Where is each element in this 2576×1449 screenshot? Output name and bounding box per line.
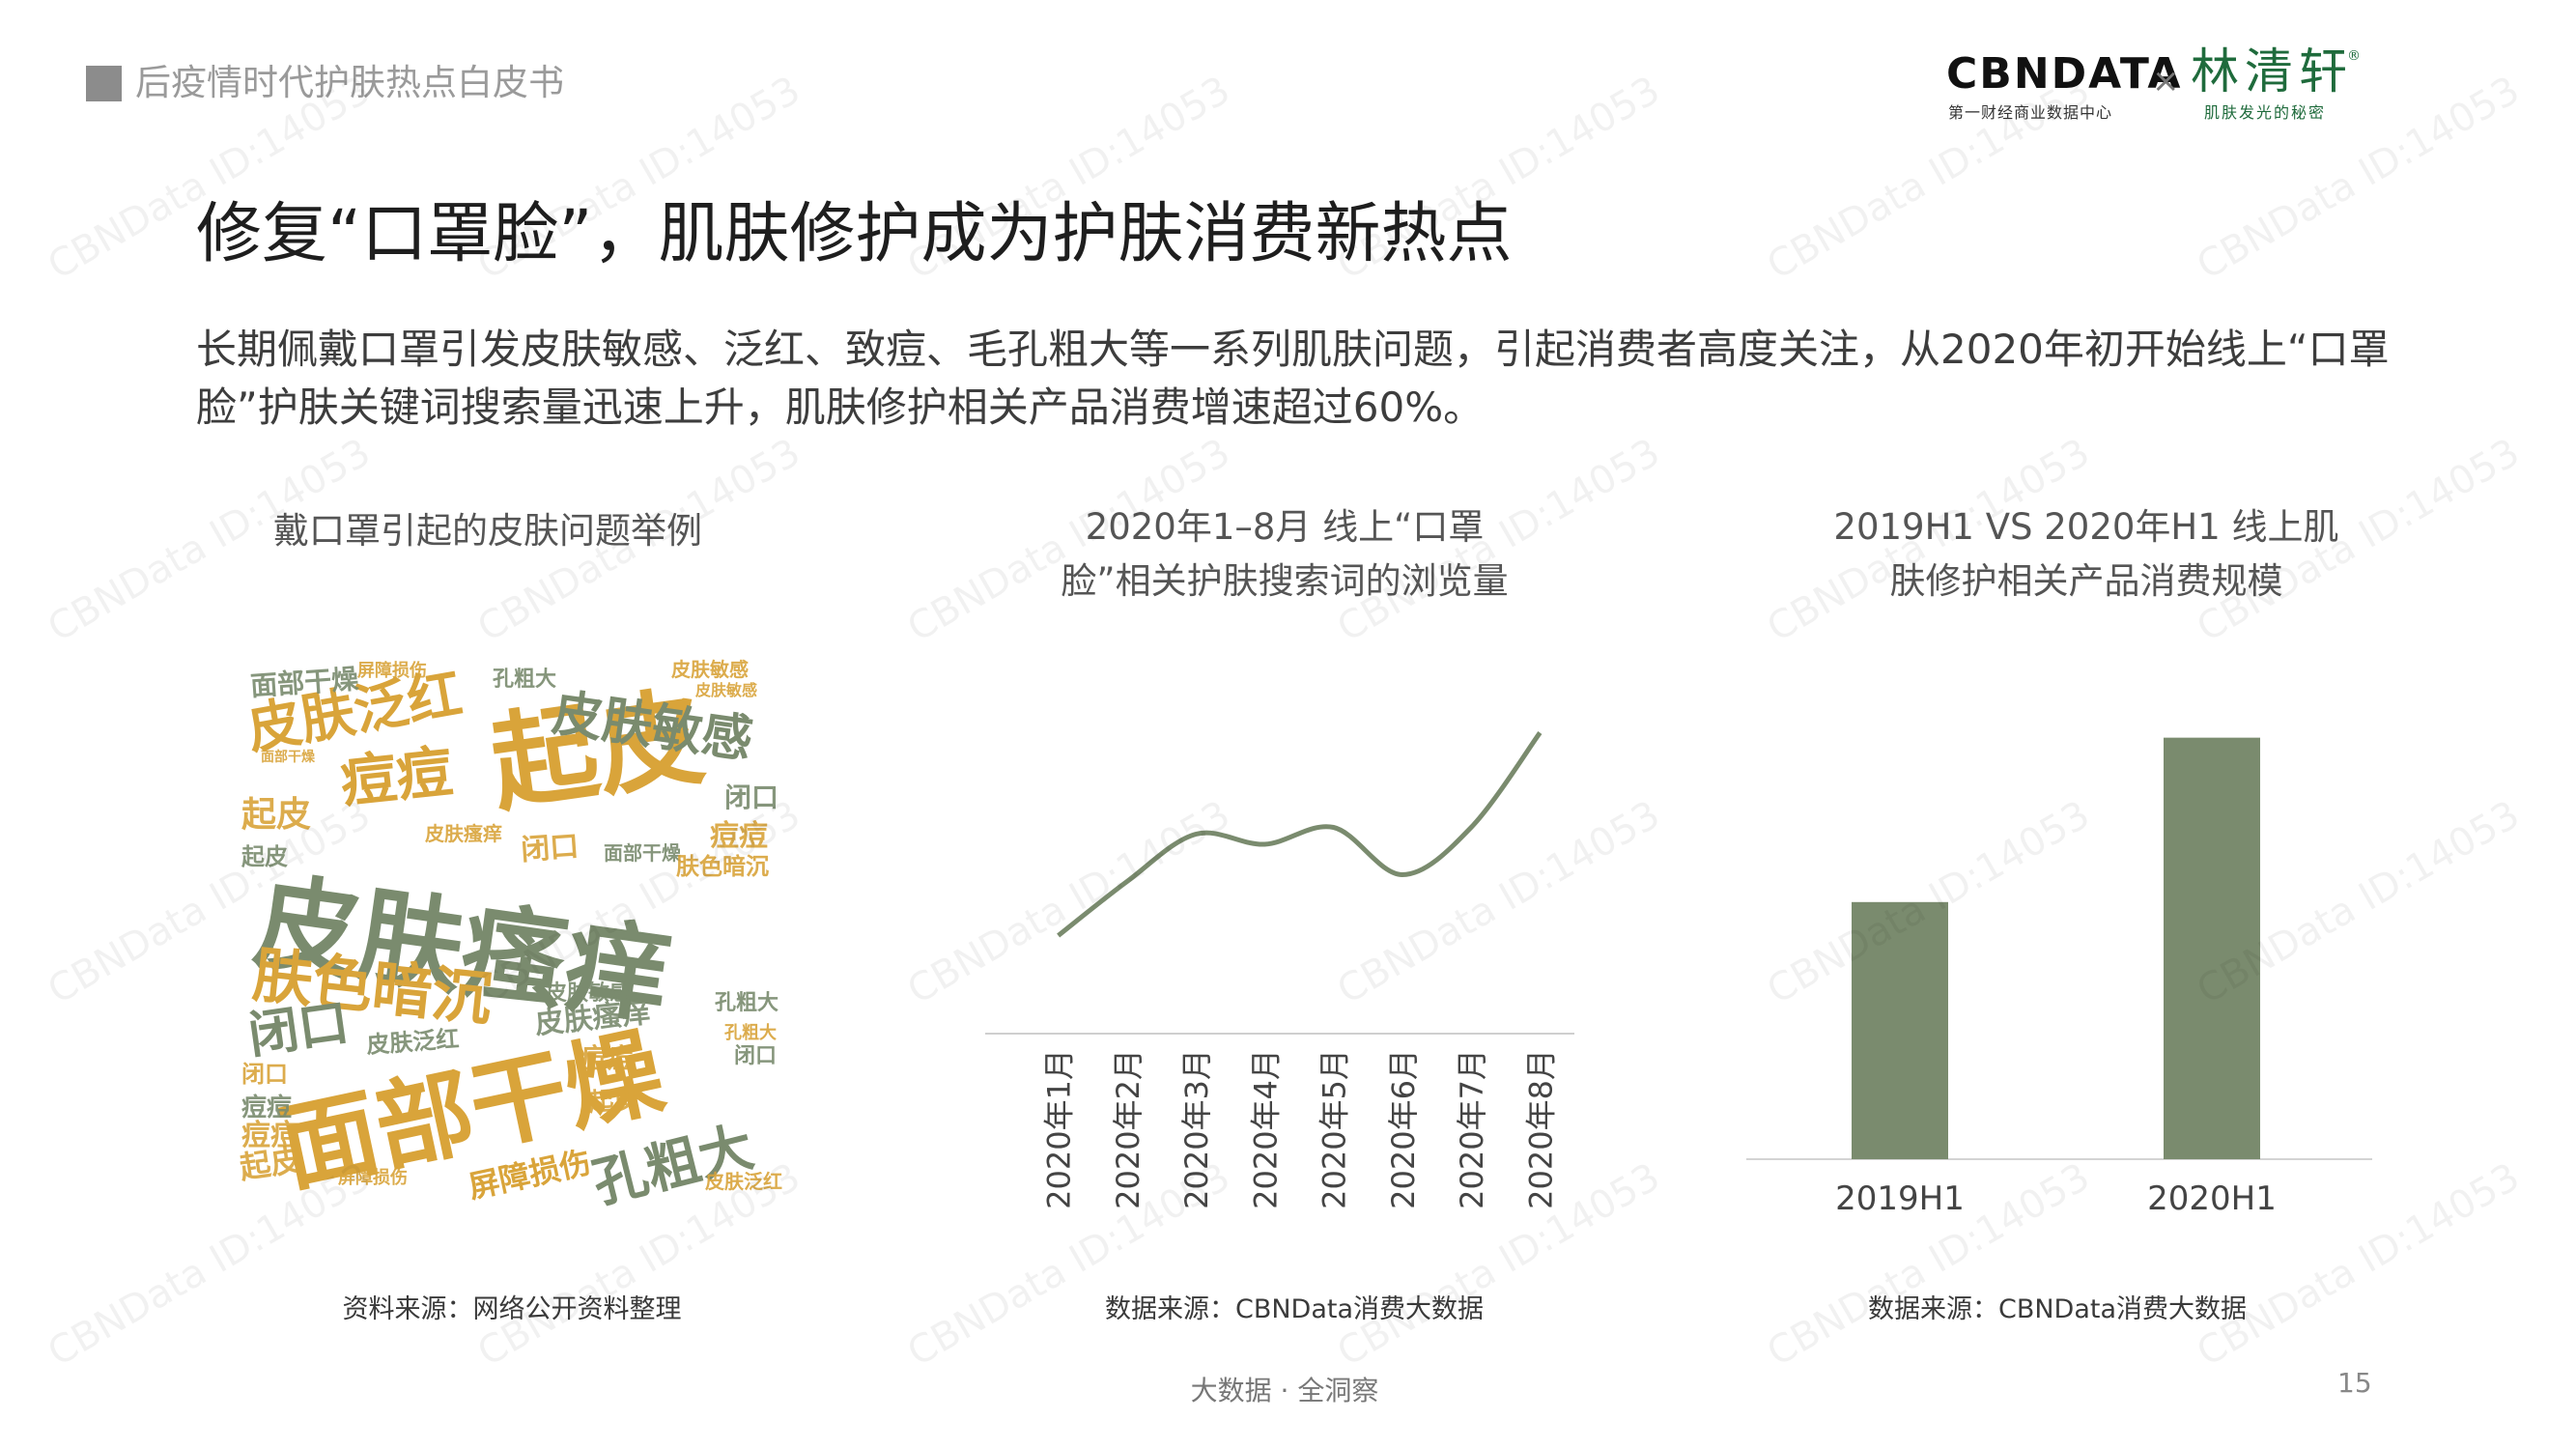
line-chart-title-line1: 2020年1–8月 线上“口罩 — [1085, 506, 1485, 548]
wordcloud-filler-word: 起皮 — [241, 795, 311, 835]
wordcloud-word: 闭口 — [244, 994, 352, 1065]
series-line — [1057, 731, 1543, 938]
x-tick-label: 2020年8月 — [1522, 1049, 1559, 1209]
wordcloud-word: 痘痘 — [337, 738, 455, 815]
wordcloud-filler-word: 孔粗大 — [724, 1022, 777, 1043]
wordcloud-filler-word: 面部干燥 — [604, 841, 682, 865]
wordcloud-filler-word: 闭口 — [241, 1061, 288, 1088]
logo-cross: × — [2152, 62, 2180, 100]
consumption-bar-chart: 2019H1 2020H1 — [1746, 737, 2372, 1218]
bar — [1852, 901, 1948, 1159]
line-chart-title-line2: 脸”相关护肤搜索词的浏览量 — [1061, 560, 1509, 602]
wordcloud-filler-word: 面部干燥 — [249, 663, 360, 702]
x-tick-label: 2020年4月 — [1247, 1049, 1284, 1209]
line-chart-title: 2020年1–8月 线上“口罩 脸”相关护肤搜索词的浏览量 — [947, 500, 1623, 609]
line-chart-source: 数据来源：CBNData消费大数据 — [1104, 1294, 1485, 1324]
x-tick-label: 2020年5月 — [1316, 1049, 1353, 1209]
slide-description: 长期佩戴口罩引发皮肤敏感、泛红、致痘、毛孔粗大等一系列肌肤问题，引起消费者高度关… — [196, 326, 2390, 431]
wordcloud-filler-word: 起皮 — [238, 1141, 304, 1186]
x-tick-label: 2020年3月 — [1178, 1049, 1215, 1209]
search-views-line-chart: 2020年1月 2020年2月 2020年3月 2020年4月 2020年5月 2020年… — [985, 731, 1574, 1209]
wordcloud-filler-word: 闭口 — [520, 830, 580, 867]
wordcloud-filler-word: 肤色暗沉 — [676, 853, 769, 880]
wordcloud-filler-word: 起皮 — [587, 1085, 639, 1118]
wordcloud-filler-word: 起皮 — [241, 843, 288, 870]
wordcloud-filler-word: 痘痘 — [241, 1093, 292, 1122]
header-square-marker — [86, 66, 122, 101]
cbndata-logo: CBNDATA — [1946, 49, 2183, 99]
x-tick-label: 2020年7月 — [1454, 1049, 1490, 1209]
x-tick-label: 2020年2月 — [1110, 1049, 1146, 1209]
report-title: 后疫情时代护肤热点白皮书 — [135, 62, 564, 103]
wordcloud-filler-word: 皮肤敏感 — [671, 658, 749, 681]
wordcloud-filler-word: 皮肤瘙痒 — [425, 822, 502, 845]
wordcloud-title: 戴口罩引起的皮肤问题举例 — [273, 510, 702, 552]
wordcloud-filler-word: 痘痘 — [710, 819, 768, 853]
linqingxuan-logo: 林清轩 — [2191, 43, 2353, 99]
bar-chart-title-line1: 2019H1 VS 2020年H1 线上肌 — [1833, 506, 2339, 548]
bar-chart-title: 2019H1 VS 2020年H1 线上肌 肤修护相关产品消费规模 — [1748, 500, 2424, 609]
wordcloud-filler-word: 屏障损伤 — [357, 660, 427, 681]
footer-tagline: 大数据 · 全洞察 — [1190, 1375, 1379, 1406]
bar-chart-source: 数据来源：CBNData消费大数据 — [1867, 1294, 2248, 1324]
x-tick-label: 2019H1 — [1835, 1179, 1965, 1218]
x-tick-label: 2020年6月 — [1385, 1049, 1422, 1209]
wordcloud-source: 资料来源：网络公开资料整理 — [342, 1294, 682, 1324]
wordcloud-filler-word: 孔粗大 — [493, 668, 556, 692]
wordcloud-filler-word: 孔粗大 — [715, 991, 778, 1015]
bar — [2164, 737, 2260, 1159]
wordcloud-filler-word: 痘痘 — [241, 1119, 299, 1152]
wordcloud-filler-word: 皮肤敏感 — [694, 681, 757, 699]
page-number: 15 — [2337, 1367, 2372, 1399]
registered-mark: ® — [2347, 48, 2361, 64]
cbndata-logo-subtitle: 第一财经商业数据中心 — [1948, 103, 2113, 122]
wordcloud-filler-word: 面部干燥 — [261, 749, 316, 765]
wordcloud-filler-word: 皮肤泛红 — [365, 1025, 460, 1059]
wordcloud-filler-word: 屏障损伤 — [338, 1167, 408, 1188]
slide-title: 修复“口罩脸”，肌肤修护成为护肤消费新热点 — [196, 196, 1513, 272]
wordcloud-filler-word: 痘痘 — [580, 1042, 634, 1074]
wordcloud-filler-word: 闭口 — [724, 781, 778, 813]
x-tick-label: 2020年1月 — [1041, 1049, 1078, 1209]
x-tick-label: 2020H1 — [2147, 1179, 2277, 1218]
wordcloud-filler-word: 皮肤泛红 — [705, 1170, 782, 1193]
wordcloud-word: 起皮 — [484, 674, 712, 826]
wordcloud-filler-word: 皮肤敏感 — [546, 980, 631, 1006]
bar-chart-title-line2: 肤修护相关产品消费规模 — [1889, 560, 2283, 602]
linqingxuan-logo-subtitle: 肌肤发光的秘密 — [2204, 103, 2327, 122]
wordcloud-filler-word: 闭口 — [734, 1044, 777, 1068]
